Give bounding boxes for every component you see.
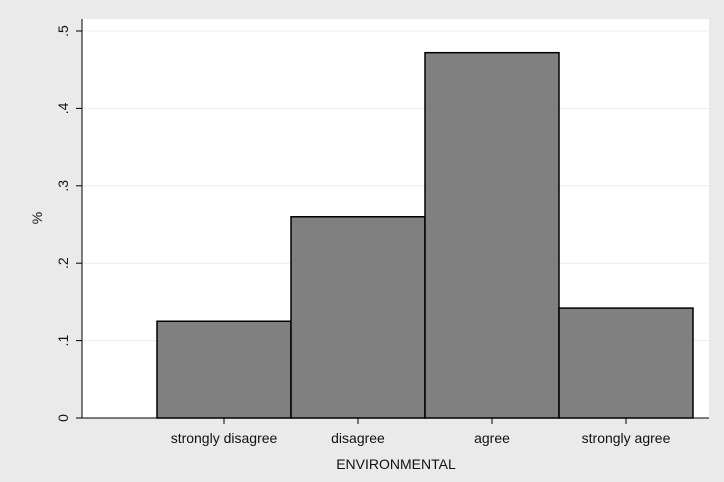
bar-strongly-agree bbox=[558, 307, 694, 419]
bar-disagree bbox=[290, 216, 426, 419]
bars bbox=[156, 51, 694, 419]
y-tick-label: 0 bbox=[55, 414, 71, 422]
bar-strongly-disagree bbox=[156, 320, 292, 419]
x-tick-label: agree bbox=[474, 430, 510, 446]
x-tick-label: strongly agree bbox=[582, 430, 671, 446]
y-tick-label: .1 bbox=[55, 335, 71, 347]
y-axis-title: % bbox=[29, 212, 45, 224]
y-tick-label: .4 bbox=[55, 102, 71, 114]
x-tick-label: strongly disagree bbox=[171, 430, 278, 446]
x-axis-labels: strongly disagree disagree agree strongly a… bbox=[171, 418, 671, 446]
x-axis-title: ENVIRONMENTAL bbox=[336, 456, 456, 472]
y-axis-ticks: 0 .1 .2 .3 .4 .5 bbox=[55, 25, 82, 422]
y-tick-label: .2 bbox=[55, 257, 71, 269]
y-tick-label: .3 bbox=[55, 180, 71, 192]
y-tick-label: .5 bbox=[55, 25, 71, 37]
x-tick-label: disagree bbox=[331, 430, 385, 446]
bar-agree bbox=[424, 51, 560, 419]
